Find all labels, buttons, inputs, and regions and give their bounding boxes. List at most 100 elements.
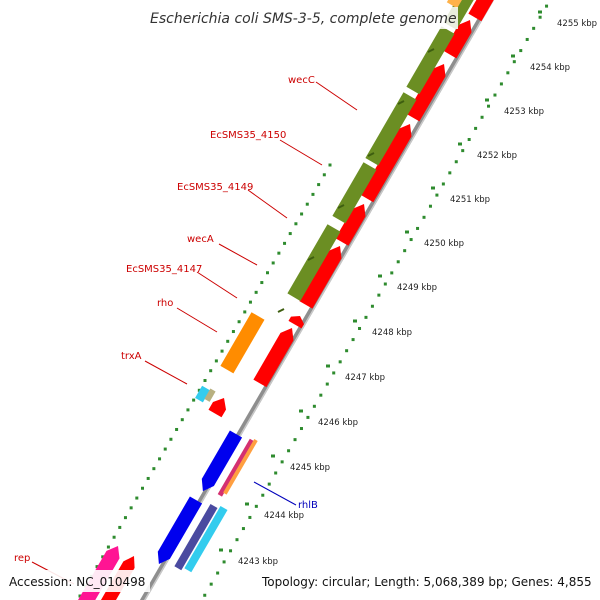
olive-edge-mark bbox=[337, 204, 345, 209]
label-leader-line bbox=[144, 360, 188, 385]
tick-label: 4249 kbp bbox=[397, 283, 437, 293]
inner-scale-dot bbox=[192, 398, 196, 402]
inner-scale-dot bbox=[288, 232, 292, 236]
tick-label: 4243 kbp bbox=[238, 557, 278, 567]
inner-scale-dot bbox=[277, 251, 281, 255]
accession-text: Accession: NC_010498 bbox=[9, 575, 145, 589]
cds-reverse-block bbox=[335, 204, 366, 246]
inner-scale-dot bbox=[197, 388, 201, 392]
scale-dot bbox=[293, 438, 297, 442]
title-background bbox=[140, 7, 458, 29]
scale-dot bbox=[422, 215, 426, 219]
orange-stripe bbox=[223, 439, 258, 495]
scale-dot bbox=[448, 171, 452, 175]
inner-scale-dot bbox=[237, 320, 241, 324]
trxA-block bbox=[195, 385, 210, 403]
inner-scale-dot bbox=[271, 261, 275, 265]
scale-dot bbox=[377, 293, 381, 297]
label-leader-line bbox=[315, 81, 358, 111]
scale-dot bbox=[532, 26, 536, 30]
inner-scale-dot bbox=[106, 545, 110, 549]
scale-dot bbox=[480, 115, 484, 119]
topology-text: Topology: circular; Length: 5,068,389 bp… bbox=[261, 575, 592, 589]
scale-dot bbox=[235, 538, 239, 542]
scale-dot bbox=[229, 549, 233, 553]
scale-dot bbox=[351, 338, 355, 342]
scale-dot bbox=[280, 460, 284, 464]
scale-dot bbox=[299, 427, 303, 431]
tick-label: 4246 kbp bbox=[318, 418, 358, 428]
scale-dot bbox=[319, 393, 323, 397]
tick-label: 4255 kbp bbox=[557, 19, 597, 29]
inner-scale-dot bbox=[305, 202, 309, 206]
scale-dot bbox=[287, 449, 291, 453]
inner-scale-dot bbox=[243, 310, 247, 314]
tick-label: 4252 kbp bbox=[477, 151, 517, 161]
scale-dot bbox=[441, 182, 445, 186]
scale-dot bbox=[338, 360, 342, 364]
trxA-adjacent-block bbox=[204, 388, 216, 402]
gene-label: rho bbox=[157, 298, 173, 309]
scale-dot bbox=[203, 593, 207, 597]
scale-dot bbox=[267, 482, 271, 486]
inner-scale-dot bbox=[95, 565, 99, 569]
cds-reverse-block bbox=[208, 398, 226, 418]
tick-label: 4254 kbp bbox=[530, 63, 570, 73]
olive-edge-mark bbox=[427, 48, 435, 53]
inner-scale-dot bbox=[101, 555, 105, 559]
gene-labels: wecC EcSMS35_4150 EcSMS35_4149 wecA EcSMS35_… bbox=[14, 75, 358, 585]
cds-reverse-block bbox=[443, 20, 472, 59]
scale-dot bbox=[525, 37, 529, 41]
label-leader-line bbox=[247, 189, 288, 219]
gene-label: rhlB bbox=[298, 500, 318, 511]
gene-label: EcSMS35_4147 bbox=[126, 264, 202, 275]
rhlB-block bbox=[201, 430, 243, 492]
gene-label: wecC bbox=[288, 75, 315, 86]
wec-operon-block bbox=[406, 26, 455, 95]
scale-dot bbox=[493, 93, 497, 97]
tick-label: 4251 kbp bbox=[450, 195, 490, 205]
scale-dot bbox=[454, 160, 458, 164]
inner-scale-dot bbox=[146, 476, 150, 480]
scale-dot bbox=[474, 126, 478, 130]
inner-scale-dot bbox=[248, 300, 252, 304]
olive-edge-mark bbox=[307, 256, 315, 261]
wec-operon-block bbox=[332, 162, 377, 224]
inner-scale-dot bbox=[266, 271, 269, 275]
scale-dot bbox=[254, 504, 258, 508]
gene-label: trxA bbox=[121, 351, 142, 362]
scale-dot bbox=[261, 493, 265, 497]
scale-dot bbox=[216, 571, 220, 575]
scale-dot bbox=[512, 60, 516, 64]
cds-reverse-block bbox=[288, 316, 304, 329]
inner-scale-dot bbox=[260, 281, 264, 285]
inner-scale-dot bbox=[294, 222, 298, 226]
scale-dot bbox=[519, 49, 523, 53]
scale-dot bbox=[416, 226, 420, 230]
scale-dot bbox=[538, 15, 542, 19]
inner-scale-dot bbox=[123, 516, 127, 520]
inner-scale-dot bbox=[226, 339, 230, 343]
inner-scale-dot bbox=[311, 192, 315, 196]
accession-background bbox=[4, 570, 150, 592]
label-leader-line bbox=[253, 481, 297, 506]
scale-dot bbox=[383, 282, 387, 286]
top-orange-block bbox=[446, 0, 462, 9]
cds-reverse-block bbox=[406, 64, 446, 122]
scale-dot bbox=[248, 515, 252, 519]
inner-scale-dot bbox=[152, 467, 156, 471]
cyan-block bbox=[184, 506, 228, 573]
kbp-ticks: 4255 kbp 4254 kbp 4253 kbp 4252 kbp 4251 kbp… bbox=[78, 4, 597, 598]
tick-label: 4245 kbp bbox=[290, 463, 330, 473]
inner-scale-dot bbox=[209, 369, 213, 373]
olive-edge-mark bbox=[397, 100, 405, 105]
slate-block bbox=[174, 504, 218, 571]
cds-reverse-block bbox=[360, 124, 412, 203]
tick-label: 4248 kbp bbox=[372, 328, 412, 338]
scale-dot bbox=[312, 404, 316, 408]
olive-edge-mark bbox=[367, 152, 375, 157]
inner-scale-dot bbox=[300, 212, 304, 216]
scale-dot bbox=[499, 82, 503, 86]
label-leader-line bbox=[218, 243, 258, 266]
